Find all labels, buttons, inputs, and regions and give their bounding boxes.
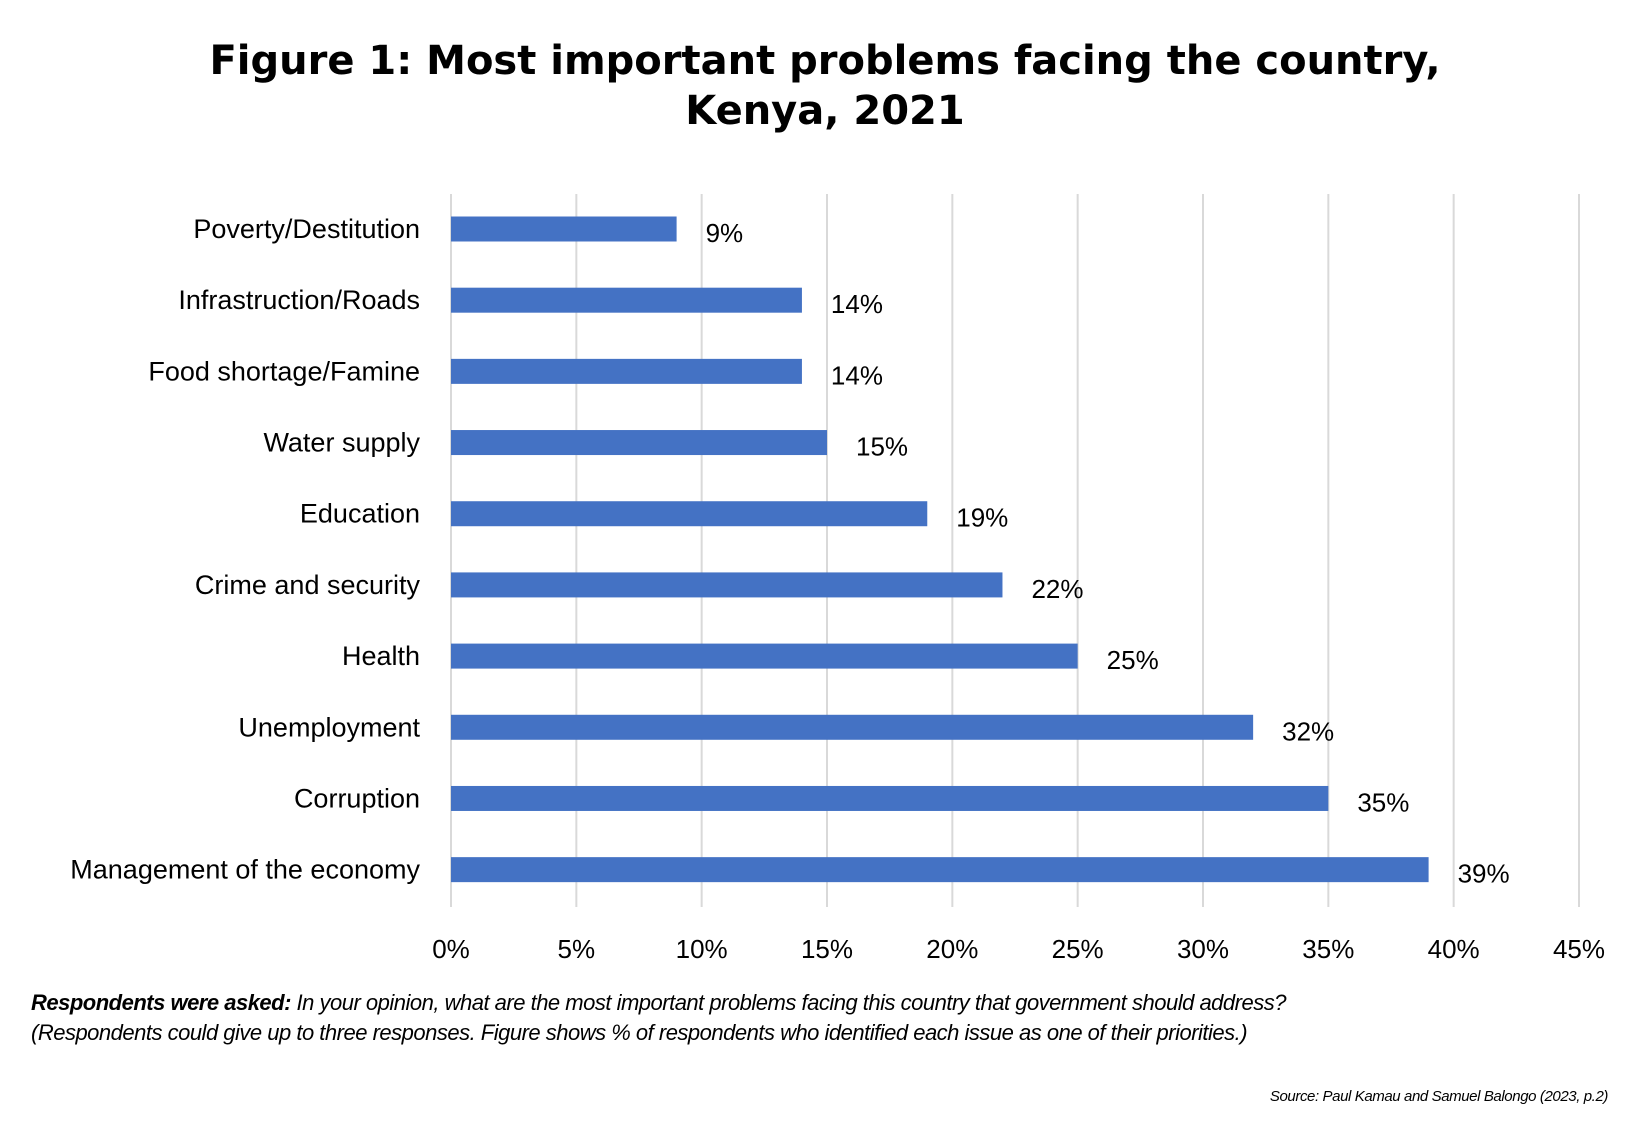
data-label: 19% xyxy=(956,503,1008,533)
bar xyxy=(451,714,1254,740)
x-tick-label: 5% xyxy=(558,934,596,964)
x-tick-label: 10% xyxy=(676,934,728,964)
x-tick-label: 40% xyxy=(1428,934,1480,964)
x-tick-label: 45% xyxy=(1553,934,1605,964)
category-label: Health xyxy=(342,641,420,671)
bar xyxy=(451,572,1003,598)
category-label: Education xyxy=(300,499,420,529)
category-label: Management of the economy xyxy=(70,855,420,885)
bar xyxy=(451,643,1078,669)
data-label: 35% xyxy=(1357,787,1409,817)
bar xyxy=(451,857,1429,883)
chart-title: Figure 1: Most important problems facing… xyxy=(209,38,1441,84)
bar xyxy=(451,287,802,313)
data-label: 25% xyxy=(1107,645,1159,675)
data-label: 14% xyxy=(831,360,883,390)
x-tick-label: 20% xyxy=(926,934,978,964)
bar xyxy=(451,358,802,384)
bar xyxy=(451,785,1329,811)
data-label: 14% xyxy=(831,289,883,319)
source-note: Source: Paul Kamau and Samuel Balongo (2… xyxy=(1269,1088,1609,1105)
data-label: 9% xyxy=(706,218,744,248)
data-label: 39% xyxy=(1458,859,1510,889)
chart-title-line2: Kenya, 2021 xyxy=(685,88,965,134)
category-label: Water supply xyxy=(263,428,420,458)
question-text: In your opinion, what are the most impor… xyxy=(290,990,1287,1015)
category-label: Infrastruction/Roads xyxy=(178,285,420,315)
x-tick-label: 35% xyxy=(1302,934,1354,964)
x-tick-label: 15% xyxy=(801,934,853,964)
bar xyxy=(451,216,677,242)
bar xyxy=(451,430,827,456)
data-label: 32% xyxy=(1282,716,1334,746)
x-tick-label: 25% xyxy=(1052,934,1104,964)
bar xyxy=(451,501,928,527)
question-note: Respondents were asked: In your opinion,… xyxy=(31,990,1286,1016)
data-label: 15% xyxy=(856,432,908,462)
x-tick-label: 0% xyxy=(432,934,470,964)
question-label: Respondents were asked: xyxy=(31,990,291,1015)
category-label: Corruption xyxy=(294,783,420,813)
x-tick-label: 30% xyxy=(1177,934,1229,964)
category-label: Crime and security xyxy=(195,570,421,600)
data-label: 22% xyxy=(1031,574,1083,604)
category-label: Food shortage/Famine xyxy=(148,356,420,386)
category-label: Poverty/Destitution xyxy=(193,214,420,244)
category-label: Unemployment xyxy=(238,712,420,742)
responses-note: (Respondents could give up to three resp… xyxy=(31,1020,1248,1045)
